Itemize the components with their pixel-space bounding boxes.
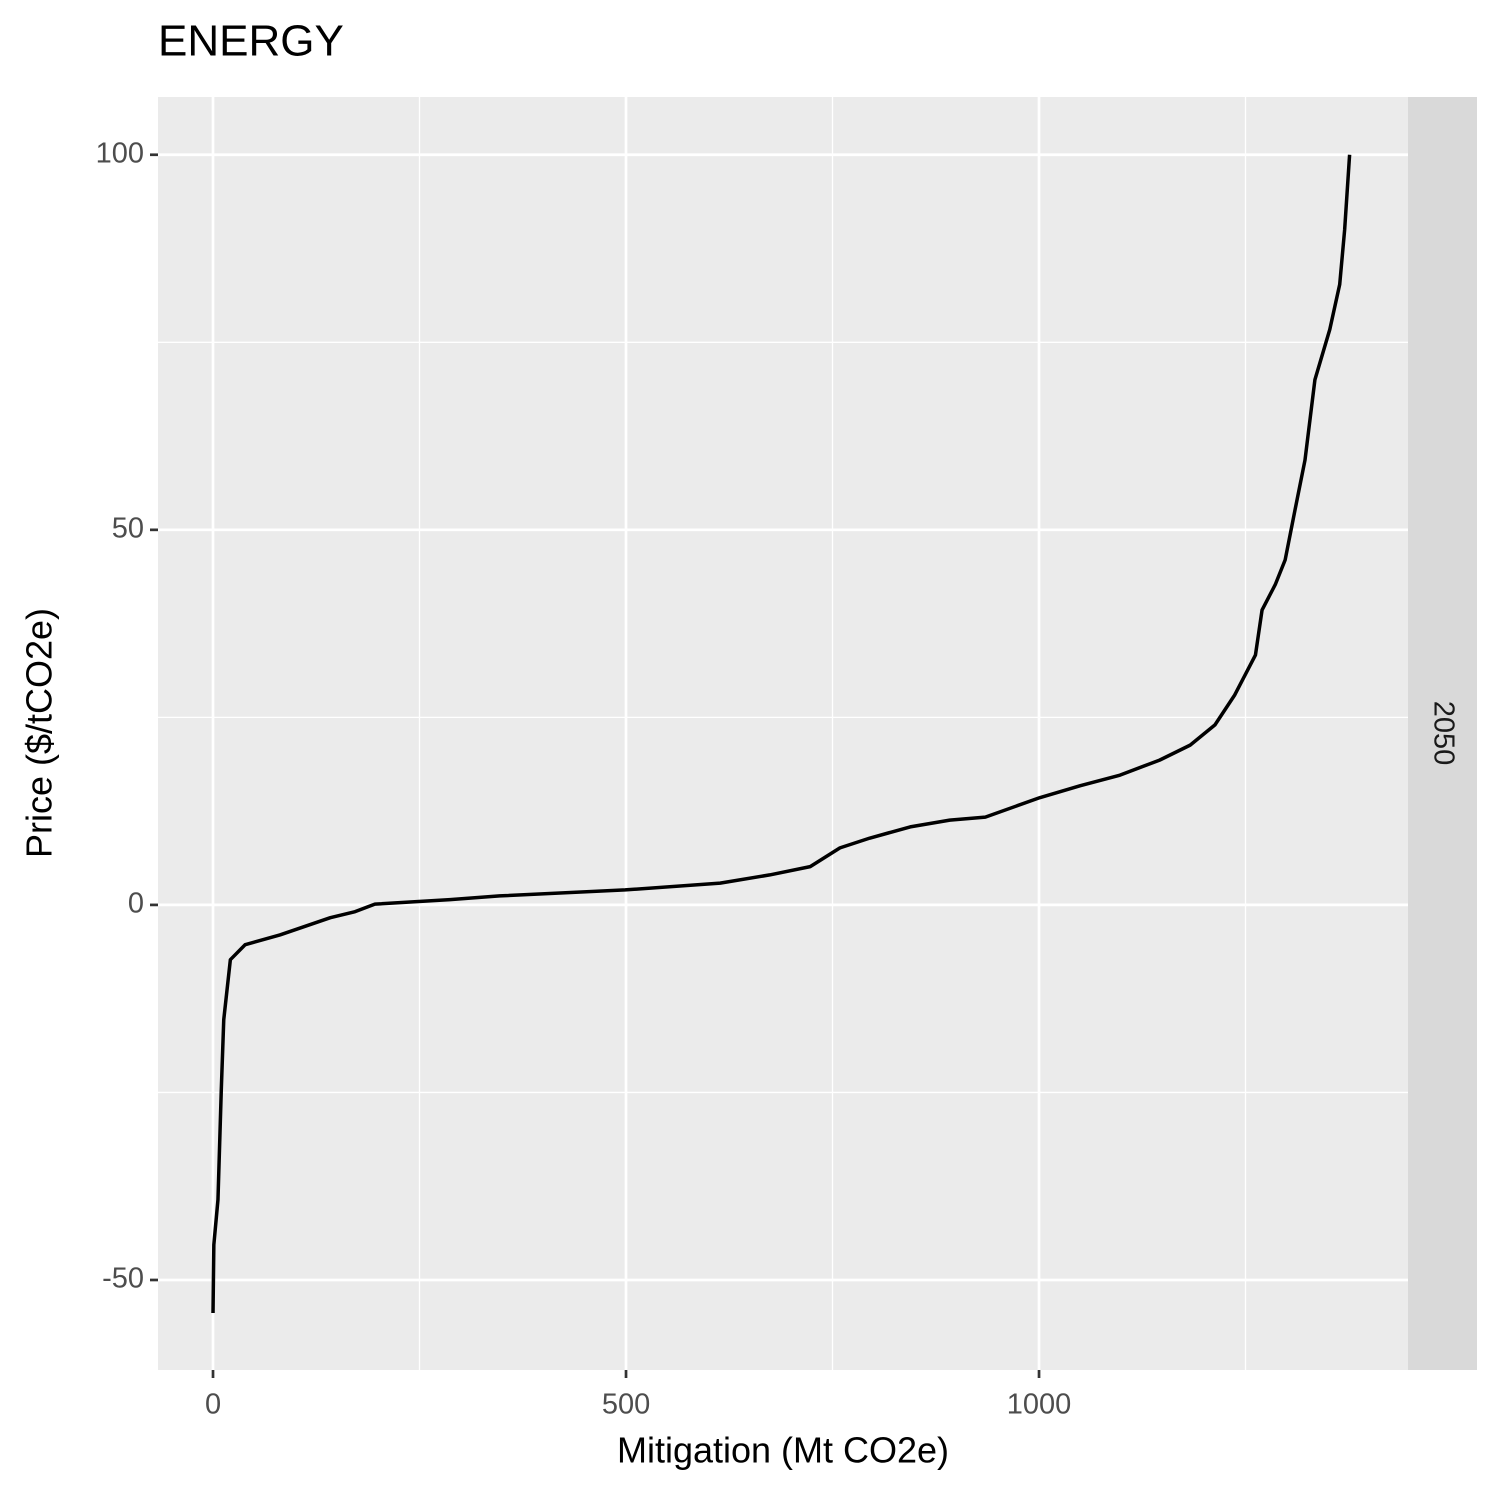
facet-strip — [1408, 97, 1477, 1370]
y-axis-title: Price ($/tCO2e) — [19, 608, 60, 858]
y-tick-label: -50 — [102, 1263, 144, 1295]
x-axis-title: Mitigation (Mt CO2e) — [617, 1430, 949, 1471]
chart-title: ENERGY — [158, 17, 344, 66]
panel — [158, 97, 1408, 1370]
x-tick-label: 500 — [602, 1389, 650, 1421]
x-tick-label: 0 — [205, 1389, 221, 1421]
facet-label: 2050 — [1427, 701, 1459, 766]
data-line — [211, 154, 1352, 1314]
x-tick-label: 1000 — [1007, 1389, 1072, 1421]
y-tick-label: 0 — [128, 888, 144, 920]
y-tick-label: 100 — [96, 137, 144, 169]
y-tick-label: 50 — [112, 512, 144, 544]
